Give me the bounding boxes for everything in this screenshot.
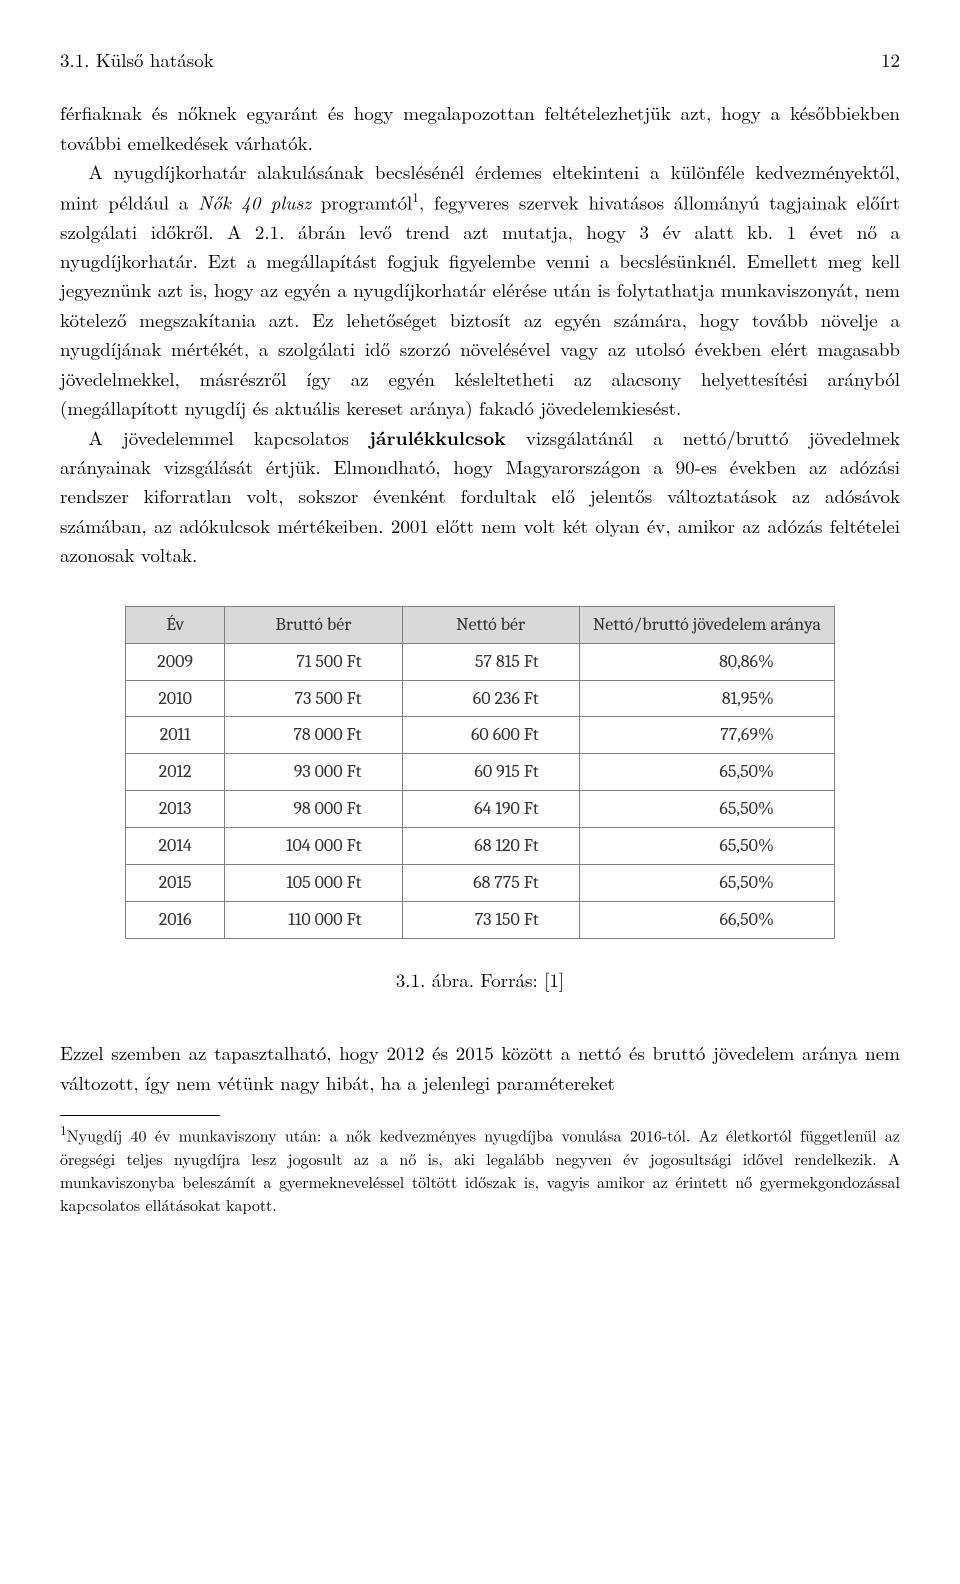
paragraph-3: A jövedelemmel kapcsolatos járulékkulcso…: [60, 423, 900, 570]
table-row: 201398 000 Ft64 190 Ft65,50%: [126, 791, 835, 828]
table-cell: 78 000 Ft: [225, 717, 402, 754]
paragraph-1: férfiaknak és nőknek egyaránt és hogy me…: [60, 98, 900, 157]
table-row: 201178 000 Ft60 600 Ft77,69%: [126, 717, 835, 754]
section-label: 3.1. Külső hatások: [60, 45, 214, 74]
page-header: 3.1. Külső hatások 12: [60, 45, 900, 74]
footnote-rule: [60, 1115, 220, 1116]
table-col-1: Bruttó bér: [225, 606, 402, 643]
table-cell: 2013: [126, 791, 225, 828]
table-cell: 2010: [126, 680, 225, 717]
footnote-text: Nyugdíj 40 év munkaviszony után: a nők k…: [60, 1123, 900, 1216]
table-row: 201073 500 Ft60 236 Ft81,95%: [126, 680, 835, 717]
table-cell: 65,50%: [579, 791, 834, 828]
footnote-ref-1[interactable]: 1: [412, 187, 419, 206]
table-cell: 2016: [126, 901, 225, 938]
table-cell: 80,86%: [579, 643, 834, 680]
table-cell: 65,50%: [579, 828, 834, 865]
table-cell: 98 000 Ft: [225, 791, 402, 828]
table-cell: 60 600 Ft: [402, 717, 579, 754]
table-cell: 2012: [126, 754, 225, 791]
table-row: 2015105 000 Ft68 775 Ft65,50%: [126, 865, 835, 902]
table-cell: 77,69%: [579, 717, 834, 754]
table-cell: 2009: [126, 643, 225, 680]
table-cell: 104 000 Ft: [225, 828, 402, 865]
table-cell: 57 815 Ft: [402, 643, 579, 680]
table-cell: 71 500 Ft: [225, 643, 402, 680]
para2-part-b: programtól: [311, 188, 412, 215]
table-cell: 105 000 Ft: [225, 865, 402, 902]
table-row: 200971 500 Ft57 815 Ft80,86%: [126, 643, 835, 680]
table-row: 2016110 000 Ft73 150 Ft66,50%: [126, 901, 835, 938]
table-cell: 73 150 Ft: [402, 901, 579, 938]
table-col-3: Nettó/bruttó jövedelem aránya: [579, 606, 834, 643]
table-cell: 2014: [126, 828, 225, 865]
footnote-marker: 1: [60, 1120, 67, 1139]
table-cell: 60 236 Ft: [402, 680, 579, 717]
table-cell: 60 915 Ft: [402, 754, 579, 791]
table-col-2: Nettó bér: [402, 606, 579, 643]
paragraph-4: Ezzel szemben az tapasztalható, hogy 201…: [60, 1038, 900, 1097]
income-table-wrap: ÉvBruttó bérNettó bérNettó/bruttó jövede…: [125, 606, 835, 939]
table-header-row: ÉvBruttó bérNettó bérNettó/bruttó jövede…: [126, 606, 835, 643]
paragraph-2: A nyugdíjkorhatár alakulásának becslésén…: [60, 157, 900, 422]
para3-part-a: A jövedelemmel kapcsolatos: [89, 424, 370, 451]
table-cell: 93 000 Ft: [225, 754, 402, 791]
table-row: 2014104 000 Ft68 120 Ft65,50%: [126, 828, 835, 865]
table-col-0: Év: [126, 606, 225, 643]
footnote-1: 1Nyugdíj 40 év munkaviszony után: a nők …: [60, 1120, 900, 1216]
table-cell: 68 775 Ft: [402, 865, 579, 902]
table-cell: 81,95%: [579, 680, 834, 717]
table-row: 201293 000 Ft60 915 Ft65,50%: [126, 754, 835, 791]
table-cell: 110 000 Ft: [225, 901, 402, 938]
table-cell: 73 500 Ft: [225, 680, 402, 717]
table-cell: 65,50%: [579, 865, 834, 902]
table-cell: 65,50%: [579, 754, 834, 791]
table-cell: 64 190 Ft: [402, 791, 579, 828]
para3-bold: járulékkulcsok: [369, 423, 506, 451]
page-number: 12: [881, 45, 900, 74]
para2-italic: Nők 40 plusz: [198, 188, 311, 215]
table-cell: 2011: [126, 717, 225, 754]
para2-part-c: , fegyveres szervek hivatásos állományú …: [60, 188, 900, 421]
table-cell: 66,50%: [579, 901, 834, 938]
table-cell: 68 120 Ft: [402, 828, 579, 865]
figure-caption: 3.1. ábra. Forrás: [1]: [60, 965, 900, 994]
table-body: 200971 500 Ft57 815 Ft80,86%201073 500 F…: [126, 643, 835, 938]
table-cell: 2015: [126, 865, 225, 902]
income-table: ÉvBruttó bérNettó bérNettó/bruttó jövede…: [125, 606, 835, 939]
